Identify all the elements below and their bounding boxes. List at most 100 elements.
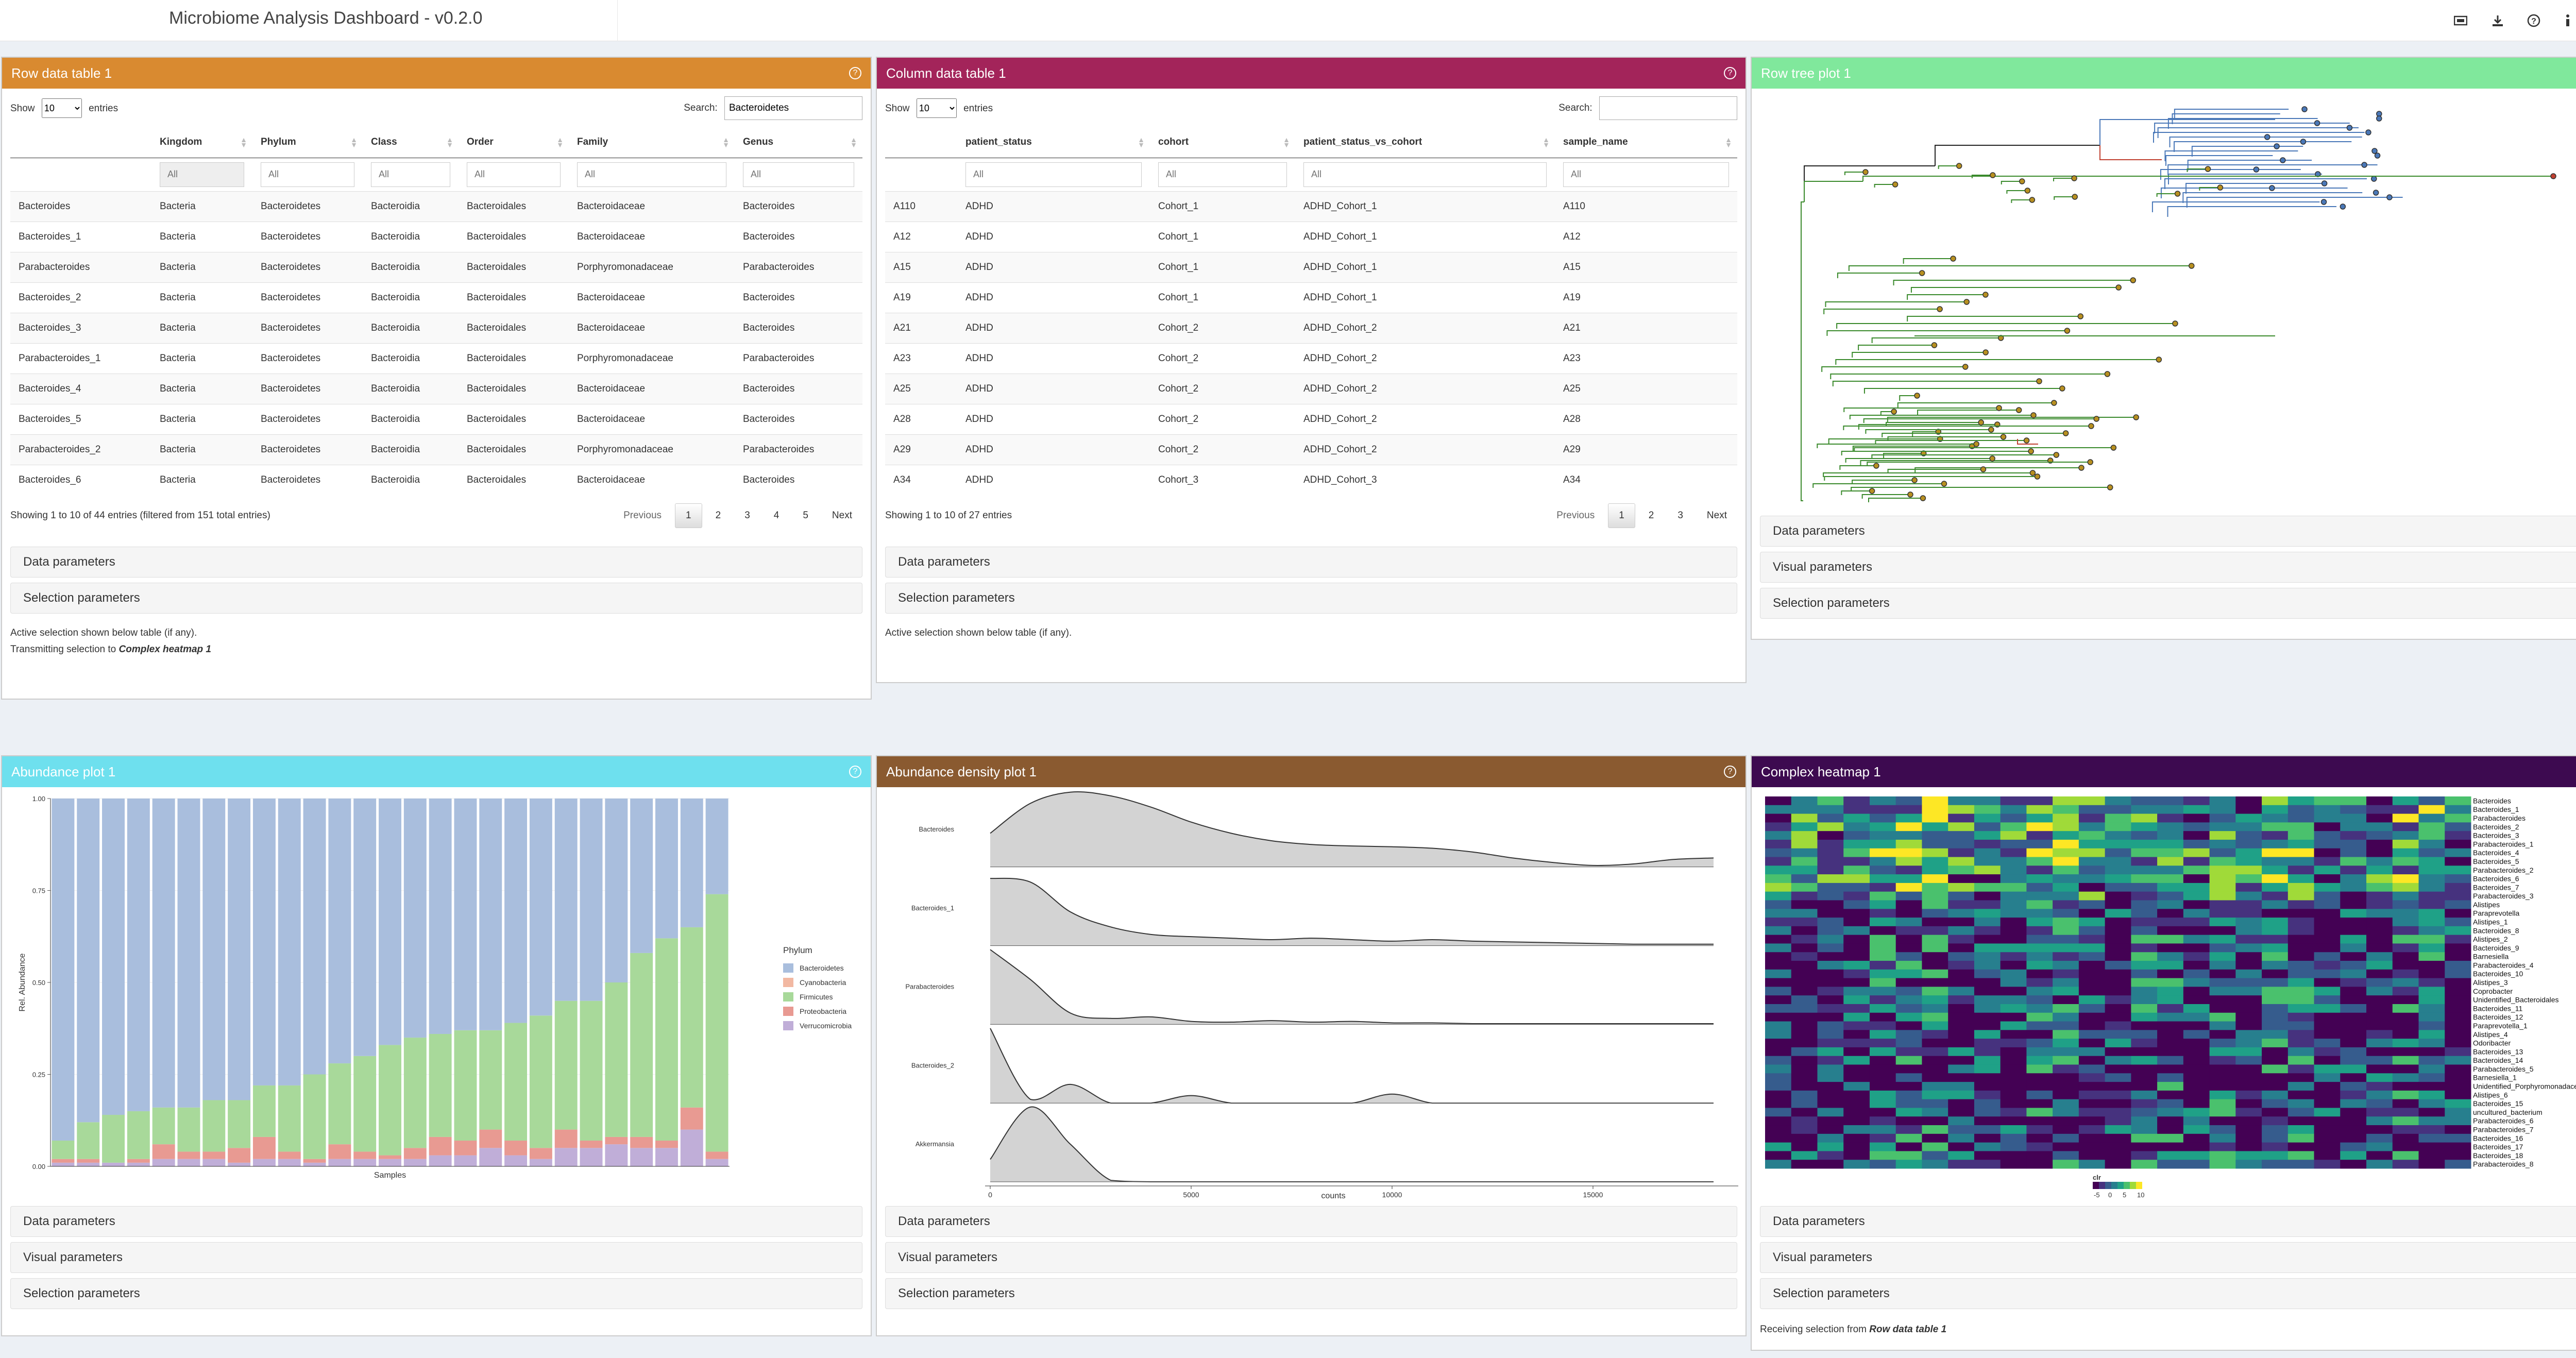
selection-parameters-collapse[interactable]: Selection parameters [10, 1278, 862, 1309]
filter-input[interactable] [965, 162, 1142, 187]
next-button[interactable]: Next [832, 510, 852, 521]
tree-branch [2187, 160, 2312, 171]
column-header[interactable] [10, 127, 151, 158]
column-header[interactable]: cohort ▲ ▼ [1150, 127, 1295, 158]
next-button[interactable]: Next [1706, 510, 1727, 521]
help-icon[interactable]: ? [1724, 67, 1736, 79]
visual-parameters-collapse[interactable]: Visual parameters [1760, 1242, 2576, 1273]
selection-parameters-collapse[interactable]: Selection parameters [1760, 1278, 2576, 1309]
data-parameters-collapse[interactable]: Data parameters [1760, 1206, 2576, 1237]
heatmap-cell [2314, 874, 2341, 884]
table-row[interactable]: A110 ADHD Cohort_1 ADHD_Cohort_1 A110 [885, 191, 1737, 222]
filter-input[interactable] [467, 162, 561, 187]
table-row[interactable]: A29 ADHD Cohort_2 ADHD_Cohort_2 A29 [885, 434, 1737, 465]
heatmap-cell [2262, 805, 2289, 814]
data-parameters-collapse[interactable]: Data parameters [885, 1206, 1737, 1237]
filter-input[interactable] [160, 162, 244, 187]
visual-parameters-collapse[interactable]: Visual parameters [885, 1242, 1737, 1273]
column-header[interactable]: patient_status ▲ ▼ [957, 127, 1150, 158]
page-size-select[interactable]: 10 [916, 98, 957, 118]
page-button[interactable]: 3 [744, 510, 750, 521]
search-input[interactable] [724, 96, 862, 120]
table-row[interactable]: Bacteroides_5 Bacteria Bacteroidetes Bacter… [10, 403, 862, 434]
table-row[interactable]: A21 ADHD Cohort_2 ADHD_Cohort_2 A21 [885, 312, 1737, 343]
search-input[interactable] [1599, 96, 1737, 120]
filter-input[interactable] [1158, 162, 1287, 187]
heatmap-cell [1948, 1116, 1975, 1126]
filter-input[interactable] [577, 162, 726, 187]
filter-input[interactable] [1563, 162, 1729, 187]
data-parameters-collapse[interactable]: Data parameters [885, 547, 1737, 578]
table-row[interactable]: A12 ADHD Cohort_1 ADHD_Cohort_1 A12 [885, 221, 1737, 252]
density-ridgeline-chart[interactable]: BacteroidesBacteroides_1ParabacteroidesB… [885, 787, 1747, 1200]
column-header[interactable]: Family ▲ ▼ [569, 127, 735, 158]
column-header[interactable]: sample_name ▲ ▼ [1555, 127, 1737, 158]
table-row[interactable]: Parabacteroides_1 Bacteria Bacteroidetes Ba… [10, 343, 862, 374]
row-tree-header: Row tree plot 1 ? [1752, 58, 2576, 89]
previous-button[interactable]: Previous [1556, 510, 1595, 521]
visual-parameters-collapse[interactable]: Visual parameters [10, 1242, 862, 1273]
table-row[interactable]: Bacteroides_2 Bacteria Bacteroidetes Bacter… [10, 282, 862, 313]
filter-input[interactable] [371, 162, 450, 187]
selection-parameters-collapse[interactable]: Selection parameters [1760, 588, 2576, 619]
column-header[interactable]: Kingdom ▲ ▼ [151, 127, 252, 158]
page-button[interactable]: 5 [803, 510, 808, 521]
help-icon[interactable]: ? [849, 67, 861, 79]
filter-input[interactable] [261, 162, 354, 187]
column-header[interactable]: Genus ▲ ▼ [735, 127, 862, 158]
table-row[interactable]: Bacteroides_3 Bacteria Bacteroidetes Bacter… [10, 312, 862, 343]
visual-parameters-collapse[interactable]: Visual parameters [1760, 552, 2576, 583]
data-parameters-collapse[interactable]: Data parameters [10, 547, 862, 578]
selection-parameters-collapse[interactable]: Selection parameters [10, 583, 862, 614]
help-icon[interactable]: ? [849, 766, 861, 778]
table-row[interactable]: A15 ADHD Cohort_1 ADHD_Cohort_1 A15 [885, 251, 1737, 282]
table-row[interactable]: Bacteroides_1 Bacteria Bacteroidetes Bacter… [10, 221, 862, 252]
table-row[interactable]: Parabacteroides Bacteria Bacteroidetes Bact… [10, 251, 862, 282]
page-button[interactable]: 3 [1677, 510, 1683, 521]
table-row[interactable]: Bacteroides_4 Bacteria Bacteroidetes Bacter… [10, 373, 862, 404]
complex-heatmap[interactable]: BacteroidesBacteroides_1ParabacteroidesB… [1760, 787, 2576, 1199]
column-header[interactable]: patient_status_vs_cohort ▲ ▼ [1295, 127, 1555, 158]
column-header[interactable]: Class ▲ ▼ [363, 127, 459, 158]
table-row[interactable]: A34 ADHD Cohort_3 ADHD_Cohort_3 A34 [885, 464, 1737, 495]
table-row[interactable]: Parabacteroides_2 Bacteria Bacteroidetes Ba… [10, 434, 862, 465]
download-icon[interactable] [2488, 11, 2507, 30]
heatmap-cell [2053, 1125, 2079, 1134]
data-parameters-collapse[interactable]: Data parameters [1760, 516, 2576, 547]
table-row[interactable]: A28 ADHD Cohort_2 ADHD_Cohort_2 A28 [885, 403, 1737, 434]
phylogenetic-tree-plot[interactable] [1760, 89, 2576, 511]
selection-parameters-collapse[interactable]: Selection parameters [885, 1278, 1737, 1309]
filter-input[interactable] [743, 162, 854, 187]
heatmap-cell [2445, 1073, 2471, 1082]
info-icon[interactable] [2558, 11, 2576, 30]
page-button[interactable]: 2 [1648, 510, 1654, 521]
column-header[interactable]: Phylum ▲ ▼ [252, 127, 363, 158]
table-row[interactable]: A25 ADHD Cohort_2 ADHD_Cohort_2 A25 [885, 373, 1737, 404]
page-size-select[interactable]: 10 [41, 98, 82, 118]
page-button[interactable]: 1 [1608, 503, 1635, 528]
page-button[interactable]: 1 [675, 503, 702, 528]
column-header[interactable]: Order ▲ ▼ [459, 127, 569, 158]
heatmap-cell [1974, 952, 2001, 961]
heatmap-cell [1791, 1064, 1818, 1074]
page-button[interactable]: 4 [773, 510, 779, 521]
tree-branch [1821, 366, 1965, 372]
heatmap-cell [2235, 1151, 2262, 1160]
previous-button[interactable]: Previous [623, 510, 662, 521]
heatmap-cell [2209, 1160, 2236, 1169]
panel-title: Column data table 1 [886, 65, 1006, 81]
table-row[interactable]: Bacteroides_6 Bacteria Bacteroidetes Bacter… [10, 464, 862, 495]
table-row[interactable]: A23 ADHD Cohort_2 ADHD_Cohort_2 A23 [885, 343, 1737, 374]
tree-tip [2205, 166, 2211, 172]
selection-parameters-collapse[interactable]: Selection parameters [885, 583, 1737, 614]
filter-input[interactable] [1303, 162, 1547, 187]
table-row[interactable]: Bacteroides Bacteria Bacteroidetes Bacteroi… [10, 191, 862, 222]
data-parameters-collapse[interactable]: Data parameters [10, 1206, 862, 1237]
help-icon[interactable]: ? [1724, 766, 1736, 778]
page-button[interactable]: 2 [715, 510, 721, 521]
column-header[interactable] [885, 127, 957, 158]
help-icon[interactable]: ? [2524, 11, 2543, 30]
table-row[interactable]: A19 ADHD Cohort_1 ADHD_Cohort_1 A19 [885, 282, 1737, 313]
screenshot-icon[interactable] [2451, 11, 2470, 30]
